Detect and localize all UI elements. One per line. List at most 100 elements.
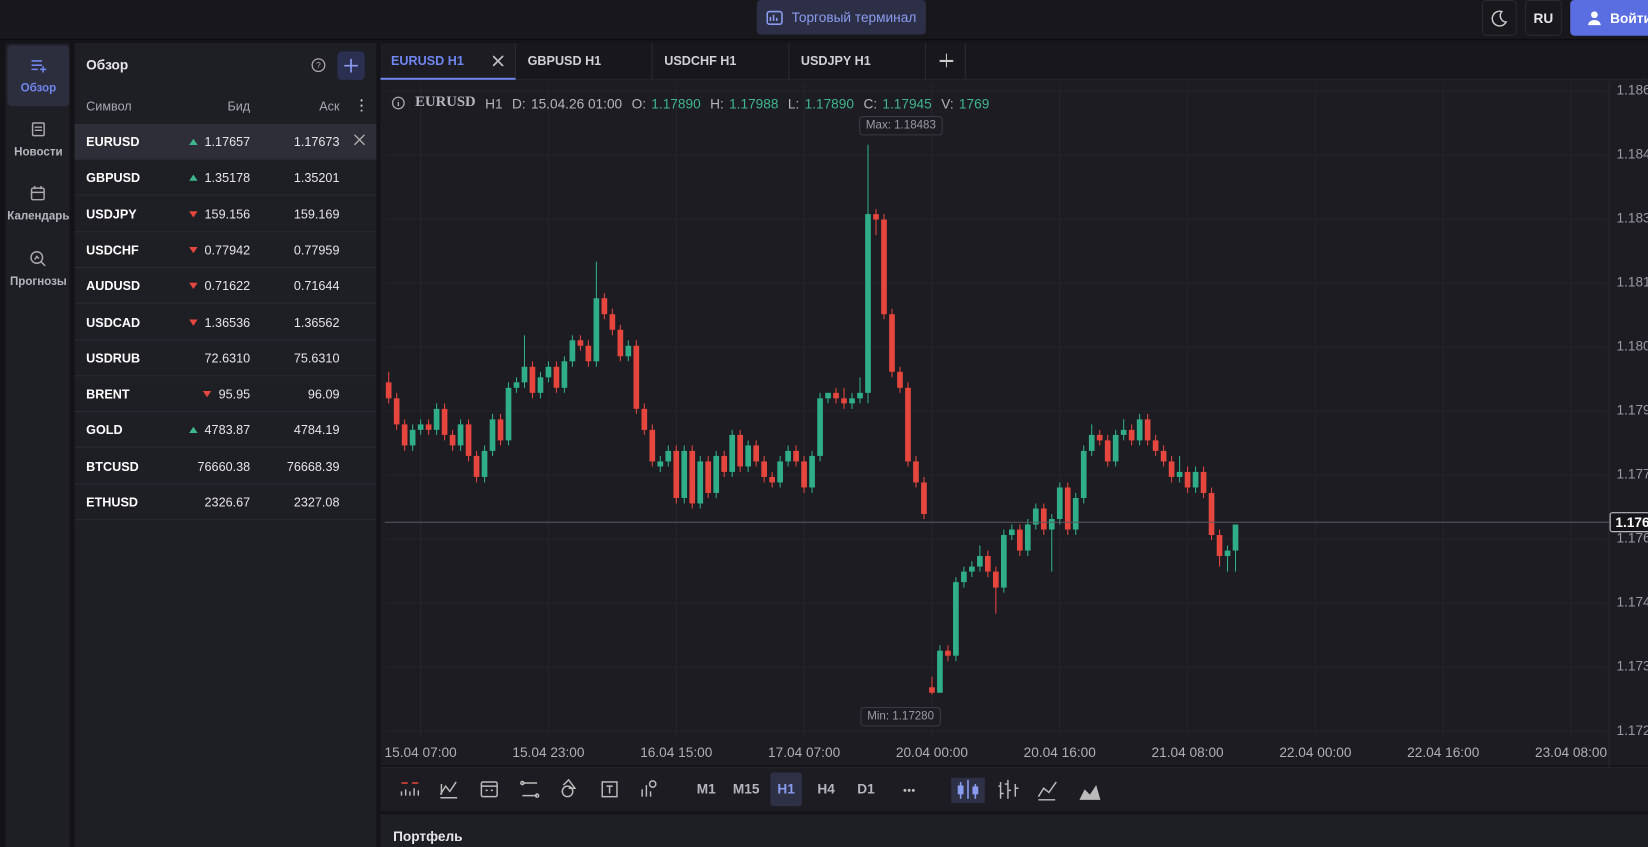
watchlist-row[interactable]: USDRUB 72.6310 75.6310 [74,340,377,377]
bid-cell: 1.36536 [188,315,250,329]
tool-icons[interactable] [389,774,673,806]
bid-cell: 0.71622 [188,279,250,293]
candle-body [481,450,488,477]
watchlist-row[interactable]: USDCHF 0.77942 0.77959 [74,232,377,268]
watchlist-row[interactable]: BRENT 95.95 96.09 [74,376,377,413]
chart: 1.186 1.1846 1.1832 1.1818 1.1804 1.179 1.1776… [385,81,1648,768]
login-button[interactable]: Войти [1570,0,1648,36]
candle-body [737,434,744,467]
symbol: USDCAD [86,314,141,330]
overview-icon [31,60,47,73]
column-header: Символ [86,98,132,114]
nav-item[interactable]: Прогнозы [7,238,69,299]
x-tick-label: 20.04 16:00 [1024,745,1097,760]
chart-type-icons[interactable] [899,777,1109,803]
candle-body [841,398,847,404]
ask: 159.169 [293,206,340,222]
tab-bar [380,43,1648,80]
timeframe-button[interactable]: H1 [770,772,802,807]
bid-cell: 72.6310 [205,351,251,366]
info-label: L: [787,95,800,111]
trend-arrow [188,174,198,182]
timeframe-button[interactable]: H4 [817,780,835,797]
watchlist-row[interactable]: AUDUSD 0.71622 0.71644 [74,268,377,304]
nav-item[interactable]: Обзор [7,45,70,107]
y-tick-label: 1.1832 [1616,211,1648,226]
tab[interactable]: USDCHF H1 [654,43,790,80]
candle-body [449,434,456,446]
candle-body [873,214,879,220]
trend-arrow [202,391,212,398]
help-icon[interactable]: ? [309,56,328,75]
candle-body [1176,471,1183,477]
watchlist-panel [74,43,377,847]
watchlist-row[interactable]: ETHUSD 2326.67 2327.08 [74,485,377,521]
y-tick-label: 1.1846 [1616,147,1648,162]
candle-body [777,461,783,483]
terminal-button[interactable]: Торговый терминал [756,0,926,35]
bid: 1.35178 [204,170,251,186]
timeframe-button[interactable]: M15 [732,780,760,797]
candle-body [969,566,975,572]
candle-body [801,461,807,488]
bid-cell: 4783.87 [188,423,250,438]
info-label: V: [941,95,954,111]
candle-body [985,556,991,572]
candle-body [593,298,600,362]
info-label: H: [710,95,724,111]
tab[interactable]: USDJPY H1 [790,43,926,80]
tabs: EURUSD H1 GBPUSD H1 USDCHF H1 USDJPY H1 [380,43,1648,80]
candle-body [1208,492,1215,536]
candle-body [585,345,592,362]
tab[interactable]: EURUSD H1 [380,43,517,80]
candle-body [1224,550,1231,557]
symbol: USDCHF [86,242,139,258]
watchlist-table: Символ Бид Аск EURUSD 1.17657 1.17673 GBPUSD 1.… [74,87,377,528]
nav-icons [30,60,47,267]
chart-info: EURUSD H1 D: 15.04.26 01:00 O: 1.17890 H: 1.1… [391,95,989,112]
ask: 1.36562 [293,314,340,330]
current-price-box [1609,512,1648,533]
add-symbol-button[interactable] [337,51,365,80]
x-tick-label: 22.04 16:00 [1407,745,1480,760]
candle-body [1104,440,1111,462]
plus-v [945,53,948,68]
watchlist-row[interactable]: USDCAD 1.36536 1.36562 [74,304,377,341]
candle-body [881,219,887,315]
bid: 76660.38 [197,458,251,474]
timeframe-button[interactable]: M1 [696,780,716,797]
candle-body [809,455,815,488]
candle-body [817,398,823,456]
trend-arrow [188,318,198,326]
theme-button[interactable] [1481,0,1517,36]
watchlist-row[interactable]: EURUSD 1.17657 1.17673 [74,124,377,160]
column-header: Бид [227,98,251,114]
candle-body [1216,535,1223,557]
add-tab-button[interactable] [929,43,966,79]
language-button[interactable]: RU [1525,0,1562,36]
tab-close[interactable] [492,55,504,67]
column-menu[interactable] [360,97,363,112]
candle-body [409,429,416,446]
candle-body [425,424,432,430]
candle-body [961,571,967,583]
info-value: 15.04.26 01:00 [530,95,623,111]
nav-item[interactable]: Новости [7,109,69,170]
trend-arrow [188,138,198,146]
watchlist-row[interactable]: GOLD 4783.87 4784.19 [74,412,377,449]
info-label: C: [863,95,878,111]
chart-panel [380,79,1648,766]
watchlist-row[interactable]: USDJPY 159.156 159.169 [74,196,377,232]
remove-icon[interactable] [354,134,365,146]
x-tick-label: 20.04 00:00 [896,745,969,760]
watchlist-row[interactable]: GBPUSD 1.35178 1.35201 [74,160,377,196]
tab[interactable]: GBPUSD H1 [517,43,653,80]
bid: 159.156 [204,206,251,222]
portfolio-title: Портфель [393,828,463,844]
candle-body [729,434,736,472]
forecast-icon [30,250,46,267]
nav-item[interactable]: Календарь [7,173,69,234]
candle-body [833,392,839,399]
watchlist-row[interactable]: BTCUSD 76660.38 76668.39 [74,448,377,485]
timeframe-button[interactable]: D1 [857,780,875,797]
